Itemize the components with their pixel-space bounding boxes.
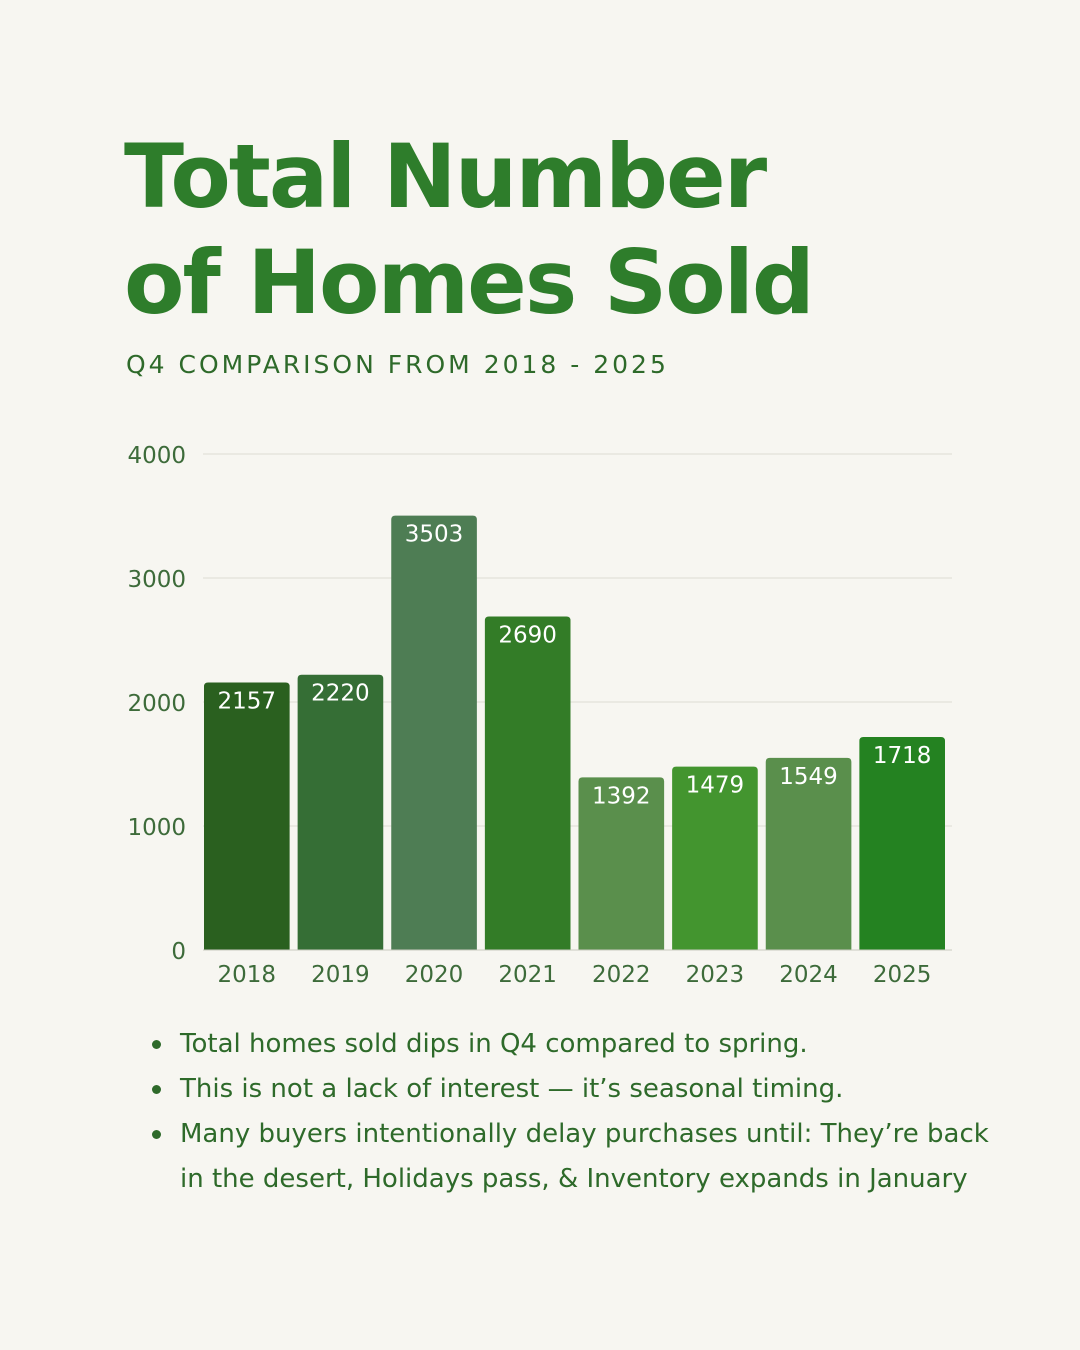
bar [672,766,758,950]
bar-data-label: 1392 [592,783,651,809]
bar [859,736,945,950]
y-tick-label: 4000 [127,443,186,469]
chart-subtitle: Q4 COMPARISON FROM 2018 - 2025 [126,350,669,379]
bar-data-label: 2157 [218,689,277,715]
bar-data-label: 1479 [686,773,745,799]
bar [297,674,384,950]
x-tick-label: 2025 [873,962,932,988]
bar-data-label: 1549 [779,764,838,790]
bar-data-label: 2220 [311,681,370,707]
bar [578,777,665,950]
x-tick-label: 2024 [779,962,838,988]
x-tick-label: 2018 [218,962,277,988]
bar-data-label: 1718 [873,743,932,769]
x-tick-label: 2021 [498,962,557,988]
notes-list: Total homes sold dips in Q4 compared to … [152,1022,990,1202]
x-tick-label: 2019 [311,962,370,988]
note-item: Many buyers intentionally delay purchase… [152,1112,990,1202]
x-tick-label: 2023 [686,962,745,988]
bar-chart: 0 1000 2000 3000 4000 2157 2018 2220 2019 3503 202… [127,443,952,988]
x-tick-label: 2020 [405,962,464,988]
chart-title: Total Number of Homes Sold [124,125,815,334]
bar [765,757,852,950]
note-item: This is not a lack of interest — it’s se… [152,1067,990,1112]
bar-data-label: 3503 [405,522,464,548]
bar [484,616,571,950]
bar-data-label: 2690 [498,622,557,648]
note-item: Total homes sold dips in Q4 compared to … [152,1022,990,1067]
bar [204,682,290,950]
y-tick-label: 2000 [127,691,186,717]
y-tick-label: 3000 [127,567,186,593]
y-tick-label: 0 [171,939,186,965]
bar [391,515,477,950]
x-tick-label: 2022 [592,962,651,988]
y-tick-label: 1000 [127,815,186,841]
